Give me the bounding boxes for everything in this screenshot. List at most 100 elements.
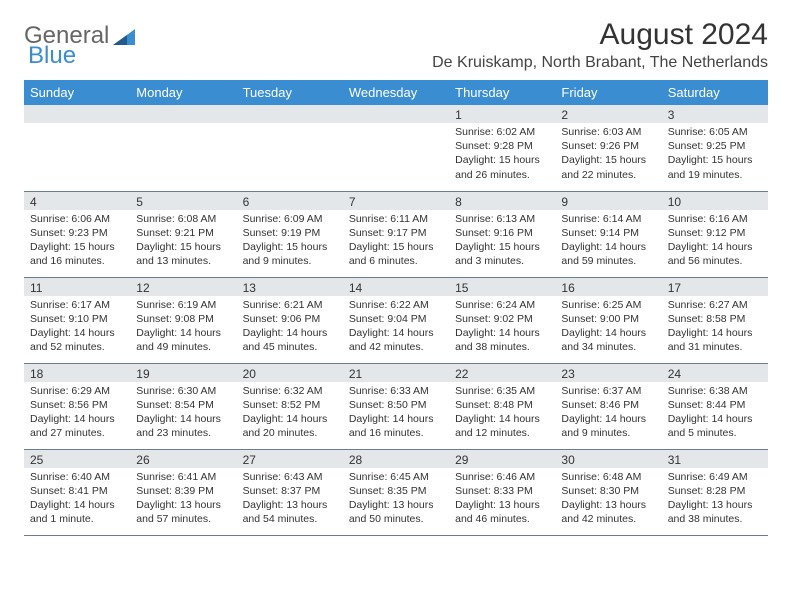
- daylight-text: Daylight: 13 hours and 57 minutes.: [136, 498, 230, 526]
- day-number: [24, 105, 130, 123]
- day-number: 1: [449, 105, 555, 123]
- weekday-friday: Friday: [555, 80, 661, 105]
- calendar-body: 1Sunrise: 6:02 AMSunset: 9:28 PMDaylight…: [24, 105, 768, 535]
- day-details: Sunrise: 6:21 AMSunset: 9:06 PMDaylight:…: [237, 296, 343, 359]
- daylight-text: Daylight: 14 hours and 31 minutes.: [668, 326, 762, 354]
- daylight-text: Daylight: 14 hours and 20 minutes.: [243, 412, 337, 440]
- daylight-text: Daylight: 14 hours and 9 minutes.: [561, 412, 655, 440]
- sunset-text: Sunset: 8:33 PM: [455, 484, 549, 498]
- day-details: [343, 123, 449, 129]
- sunset-text: Sunset: 9:23 PM: [30, 226, 124, 240]
- sunrise-text: Sunrise: 6:03 AM: [561, 125, 655, 139]
- sunset-text: Sunset: 8:56 PM: [30, 398, 124, 412]
- day-number: [237, 105, 343, 123]
- day-number: 12: [130, 278, 236, 296]
- week-row: 11Sunrise: 6:17 AMSunset: 9:10 PMDayligh…: [24, 277, 768, 363]
- day-cell: 19Sunrise: 6:30 AMSunset: 8:54 PMDayligh…: [130, 363, 236, 449]
- day-details: Sunrise: 6:27 AMSunset: 8:58 PMDaylight:…: [662, 296, 768, 359]
- day-number: 21: [343, 364, 449, 382]
- daylight-text: Daylight: 14 hours and 12 minutes.: [455, 412, 549, 440]
- day-number: 7: [343, 192, 449, 210]
- day-cell: [24, 105, 130, 191]
- day-details: Sunrise: 6:03 AMSunset: 9:26 PMDaylight:…: [555, 123, 661, 186]
- day-cell: 3Sunrise: 6:05 AMSunset: 9:25 PMDaylight…: [662, 105, 768, 191]
- day-details: Sunrise: 6:17 AMSunset: 9:10 PMDaylight:…: [24, 296, 130, 359]
- sunset-text: Sunset: 9:25 PM: [668, 139, 762, 153]
- daylight-text: Daylight: 15 hours and 19 minutes.: [668, 153, 762, 181]
- daylight-text: Daylight: 14 hours and 5 minutes.: [668, 412, 762, 440]
- day-details: Sunrise: 6:38 AMSunset: 8:44 PMDaylight:…: [662, 382, 768, 445]
- daylight-text: Daylight: 14 hours and 16 minutes.: [349, 412, 443, 440]
- day-details: Sunrise: 6:41 AMSunset: 8:39 PMDaylight:…: [130, 468, 236, 531]
- sunrise-text: Sunrise: 6:14 AM: [561, 212, 655, 226]
- sunset-text: Sunset: 8:41 PM: [30, 484, 124, 498]
- sunset-text: Sunset: 8:46 PM: [561, 398, 655, 412]
- sunrise-text: Sunrise: 6:48 AM: [561, 470, 655, 484]
- day-cell: 23Sunrise: 6:37 AMSunset: 8:46 PMDayligh…: [555, 363, 661, 449]
- day-details: Sunrise: 6:29 AMSunset: 8:56 PMDaylight:…: [24, 382, 130, 445]
- daylight-text: Daylight: 13 hours and 42 minutes.: [561, 498, 655, 526]
- sunset-text: Sunset: 9:14 PM: [561, 226, 655, 240]
- daylight-text: Daylight: 15 hours and 9 minutes.: [243, 240, 337, 268]
- day-number: 31: [662, 450, 768, 468]
- day-details: Sunrise: 6:25 AMSunset: 9:00 PMDaylight:…: [555, 296, 661, 359]
- day-number: 27: [237, 450, 343, 468]
- daylight-text: Daylight: 14 hours and 52 minutes.: [30, 326, 124, 354]
- day-number: 13: [237, 278, 343, 296]
- daylight-text: Daylight: 15 hours and 13 minutes.: [136, 240, 230, 268]
- sunrise-text: Sunrise: 6:25 AM: [561, 298, 655, 312]
- daylight-text: Daylight: 14 hours and 34 minutes.: [561, 326, 655, 354]
- sunrise-text: Sunrise: 6:46 AM: [455, 470, 549, 484]
- sunset-text: Sunset: 9:19 PM: [243, 226, 337, 240]
- sunrise-text: Sunrise: 6:09 AM: [243, 212, 337, 226]
- sunset-text: Sunset: 9:10 PM: [30, 312, 124, 326]
- day-cell: 27Sunrise: 6:43 AMSunset: 8:37 PMDayligh…: [237, 449, 343, 535]
- day-number: 17: [662, 278, 768, 296]
- day-number: 11: [24, 278, 130, 296]
- logo-triangle-icon: [113, 29, 135, 45]
- sunset-text: Sunset: 8:28 PM: [668, 484, 762, 498]
- day-details: Sunrise: 6:09 AMSunset: 9:19 PMDaylight:…: [237, 210, 343, 273]
- day-cell: 24Sunrise: 6:38 AMSunset: 8:44 PMDayligh…: [662, 363, 768, 449]
- day-cell: [343, 105, 449, 191]
- weekday-monday: Monday: [130, 80, 236, 105]
- daylight-text: Daylight: 13 hours and 54 minutes.: [243, 498, 337, 526]
- day-cell: 7Sunrise: 6:11 AMSunset: 9:17 PMDaylight…: [343, 191, 449, 277]
- sunrise-text: Sunrise: 6:17 AM: [30, 298, 124, 312]
- day-details: [130, 123, 236, 129]
- day-number: 6: [237, 192, 343, 210]
- day-details: Sunrise: 6:19 AMSunset: 9:08 PMDaylight:…: [130, 296, 236, 359]
- calendar-page: General August 2024 De Kruiskamp, North …: [0, 0, 792, 536]
- day-details: Sunrise: 6:48 AMSunset: 8:30 PMDaylight:…: [555, 468, 661, 531]
- sunrise-text: Sunrise: 6:30 AM: [136, 384, 230, 398]
- day-details: Sunrise: 6:33 AMSunset: 8:50 PMDaylight:…: [343, 382, 449, 445]
- day-cell: 11Sunrise: 6:17 AMSunset: 9:10 PMDayligh…: [24, 277, 130, 363]
- sunrise-text: Sunrise: 6:37 AM: [561, 384, 655, 398]
- daylight-text: Daylight: 13 hours and 50 minutes.: [349, 498, 443, 526]
- day-number: 2: [555, 105, 661, 123]
- day-details: Sunrise: 6:14 AMSunset: 9:14 PMDaylight:…: [555, 210, 661, 273]
- day-cell: 18Sunrise: 6:29 AMSunset: 8:56 PMDayligh…: [24, 363, 130, 449]
- sunrise-text: Sunrise: 6:29 AM: [30, 384, 124, 398]
- sunset-text: Sunset: 8:30 PM: [561, 484, 655, 498]
- day-number: 23: [555, 364, 661, 382]
- day-cell: [130, 105, 236, 191]
- sunrise-text: Sunrise: 6:13 AM: [455, 212, 549, 226]
- day-details: Sunrise: 6:37 AMSunset: 8:46 PMDaylight:…: [555, 382, 661, 445]
- calendar-table: Sunday Monday Tuesday Wednesday Thursday…: [24, 80, 768, 536]
- day-cell: 15Sunrise: 6:24 AMSunset: 9:02 PMDayligh…: [449, 277, 555, 363]
- sunset-text: Sunset: 9:17 PM: [349, 226, 443, 240]
- day-cell: 17Sunrise: 6:27 AMSunset: 8:58 PMDayligh…: [662, 277, 768, 363]
- day-cell: 30Sunrise: 6:48 AMSunset: 8:30 PMDayligh…: [555, 449, 661, 535]
- day-details: Sunrise: 6:49 AMSunset: 8:28 PMDaylight:…: [662, 468, 768, 531]
- weekday-sunday: Sunday: [24, 80, 130, 105]
- sunrise-text: Sunrise: 6:16 AM: [668, 212, 762, 226]
- day-details: [237, 123, 343, 129]
- sunset-text: Sunset: 8:58 PM: [668, 312, 762, 326]
- sunrise-text: Sunrise: 6:38 AM: [668, 384, 762, 398]
- daylight-text: Daylight: 14 hours and 23 minutes.: [136, 412, 230, 440]
- day-number: 25: [24, 450, 130, 468]
- day-number: 8: [449, 192, 555, 210]
- day-cell: 6Sunrise: 6:09 AMSunset: 9:19 PMDaylight…: [237, 191, 343, 277]
- day-number: 19: [130, 364, 236, 382]
